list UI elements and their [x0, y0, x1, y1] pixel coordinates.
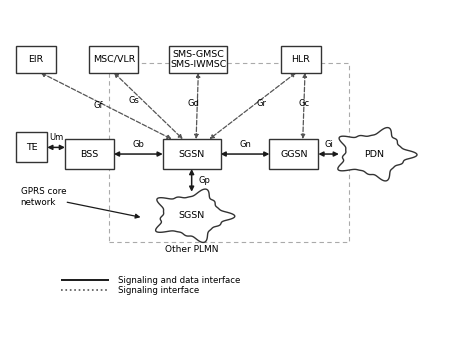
PathPatch shape	[338, 127, 417, 181]
Text: Gf: Gf	[94, 101, 104, 110]
PathPatch shape	[156, 189, 235, 242]
Text: GGSN: GGSN	[280, 149, 308, 159]
Text: BSS: BSS	[80, 149, 99, 159]
FancyBboxPatch shape	[163, 139, 220, 169]
Text: PDN: PDN	[364, 149, 384, 159]
FancyBboxPatch shape	[280, 46, 320, 73]
Text: GPRS core
network: GPRS core network	[21, 187, 66, 207]
Text: Gd: Gd	[187, 99, 199, 108]
Text: EIR: EIR	[28, 55, 44, 64]
Text: SGSN: SGSN	[179, 149, 205, 159]
FancyBboxPatch shape	[65, 139, 114, 169]
Text: TE: TE	[26, 143, 37, 152]
FancyBboxPatch shape	[16, 46, 56, 73]
Text: MSC/VLR: MSC/VLR	[93, 55, 135, 64]
Text: Gs: Gs	[128, 96, 139, 105]
Text: Gp: Gp	[198, 176, 210, 185]
Text: HLR: HLR	[291, 55, 310, 64]
Text: Um: Um	[49, 134, 63, 142]
Text: Signaling interface: Signaling interface	[118, 286, 200, 295]
Text: SGSN: SGSN	[179, 211, 205, 220]
Text: Signaling and data interface: Signaling and data interface	[118, 276, 241, 285]
Text: Gi: Gi	[324, 140, 333, 149]
FancyBboxPatch shape	[16, 132, 47, 162]
FancyBboxPatch shape	[270, 139, 318, 169]
Text: Gn: Gn	[239, 140, 251, 149]
Text: Gb: Gb	[132, 140, 144, 149]
Text: Other PLMN: Other PLMN	[165, 245, 218, 255]
Text: SMS-GMSC
SMS-IWMSC: SMS-GMSC SMS-IWMSC	[170, 50, 226, 69]
FancyBboxPatch shape	[170, 46, 227, 73]
FancyBboxPatch shape	[90, 46, 138, 73]
Text: Gr: Gr	[256, 99, 266, 108]
Text: Gc: Gc	[298, 99, 310, 108]
